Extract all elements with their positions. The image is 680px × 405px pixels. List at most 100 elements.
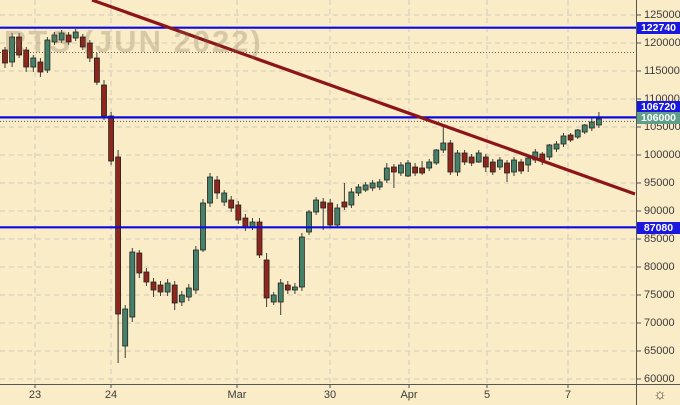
candle-body-down: [242, 217, 249, 228]
candle-body-down: [214, 179, 221, 194]
candle-body-up: [525, 157, 532, 166]
y-axis-label: 60000: [644, 372, 675, 385]
candle-body-up: [397, 164, 404, 174]
candle-body-up: [355, 186, 362, 194]
candle-body-up: [440, 142, 447, 151]
candle-body-up: [433, 149, 440, 164]
candle-body-up: [291, 286, 298, 291]
candle-body-down: [341, 201, 348, 208]
candle-body-up: [221, 192, 228, 203]
candle-body-up: [51, 34, 58, 43]
candle-body-down: [157, 284, 164, 293]
candle-body-up: [334, 207, 341, 226]
candle-body-up: [277, 282, 284, 303]
candle-body-up: [511, 159, 517, 173]
candle-body-up: [596, 118, 602, 126]
x-axis-label: Apr: [400, 389, 418, 401]
candle-body-up: [298, 236, 305, 288]
x-axis-label: 7: [564, 389, 572, 401]
candle-body-down: [419, 167, 426, 174]
candle-body-up: [454, 152, 461, 173]
candle-body-down: [504, 162, 510, 174]
candle-body-up: [306, 211, 312, 233]
candle-body-up: [348, 191, 355, 206]
candle-body-down: [412, 166, 419, 174]
candle-body-up: [72, 31, 79, 39]
candle-body-down: [482, 156, 489, 168]
price-badge-bid: 106000: [637, 112, 680, 124]
candle-body-down: [150, 281, 157, 291]
candle-body-down: [136, 252, 143, 274]
y-axis-label: 115000: [644, 64, 680, 77]
y-axis-label: 65000: [644, 344, 675, 357]
candle-body-up: [207, 176, 213, 204]
candle-body-up: [362, 184, 369, 191]
candle-body-up: [581, 124, 588, 133]
x-axis-label: Mar: [227, 389, 247, 401]
candle-body-up: [383, 167, 390, 181]
candle-body-down: [143, 271, 150, 283]
candle-body-down: [489, 161, 496, 173]
candle-body-down: [447, 142, 454, 173]
candle-body-down: [23, 49, 30, 68]
candle-body-up: [58, 32, 65, 41]
x-axis-label: 5: [483, 389, 491, 401]
candle-body-down: [256, 221, 263, 256]
candle-body-down: [390, 166, 397, 173]
x-axis-label: 24: [104, 389, 118, 401]
candle-body-up: [44, 39, 51, 71]
candle-body-up: [122, 308, 129, 347]
candle-body-down: [16, 36, 23, 56]
candle-body-down: [228, 199, 235, 209]
y-axis-label: 75000: [644, 288, 675, 301]
y-axis-label: 70000: [644, 316, 675, 329]
candle-body-down: [37, 61, 44, 73]
candle-body-up: [496, 159, 503, 168]
y-axis-label: 95000: [644, 176, 675, 189]
candle-body-up: [574, 129, 581, 138]
candle-body-down: [79, 36, 86, 48]
candle-body-up: [369, 182, 376, 189]
candle-body-up: [376, 181, 383, 188]
candle-body-up: [178, 294, 185, 303]
candle-body-down: [101, 84, 107, 117]
chart-settings-icon[interactable]: ☼: [653, 386, 667, 403]
x-axis-label: 30: [323, 389, 337, 401]
y-axis-label: 80000: [644, 260, 675, 273]
candle-body-up: [426, 161, 433, 169]
candle-body-down: [518, 161, 524, 172]
candle-body-down: [327, 202, 334, 226]
y-axis-label: 125000: [644, 8, 680, 21]
candle-body-down: [284, 284, 291, 291]
y-axis-label: 90000: [644, 204, 675, 217]
candle-body-up: [553, 143, 560, 150]
candle-body-down: [263, 259, 270, 299]
candle-body-down: [2, 49, 8, 64]
candle-body-down: [461, 152, 468, 163]
candle-body-up: [270, 294, 277, 303]
y-axis-label: 100000: [644, 148, 680, 161]
candle-body-down: [86, 42, 93, 59]
candle-body-up: [546, 144, 553, 158]
candle-body-up: [588, 121, 595, 129]
candle-body-down: [235, 204, 242, 221]
candle-body-down: [320, 201, 327, 209]
candle-body-up: [192, 249, 199, 291]
candle-body-down: [115, 156, 121, 315]
candle-body-up: [475, 152, 482, 163]
candle-body-up: [9, 36, 16, 63]
candle-body-up: [185, 287, 192, 298]
candle-body-down: [108, 115, 114, 162]
candle-body-up: [405, 162, 411, 177]
candle-body-up: [313, 199, 320, 213]
candle-body-down: [171, 284, 178, 304]
candle-body-down: [65, 34, 72, 43]
trendline[interactable]: [91, 0, 636, 196]
x-axis-label: 23: [28, 389, 42, 401]
price-badge-line: 87080: [637, 221, 680, 234]
candle-body-down: [468, 156, 475, 164]
candle-body-down: [567, 134, 574, 141]
